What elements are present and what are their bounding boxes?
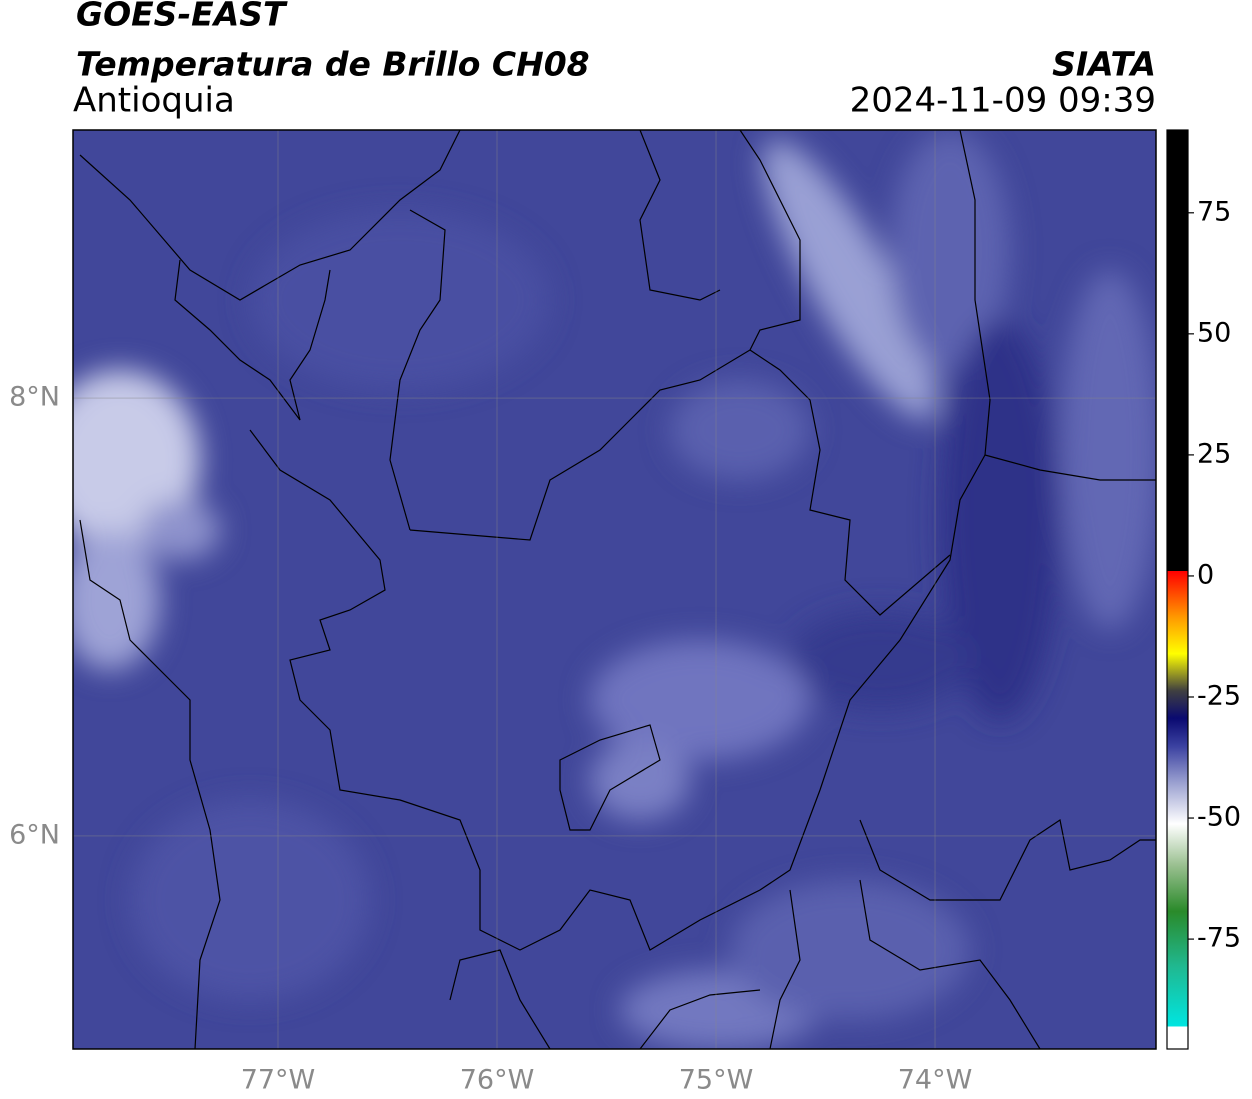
colorbar-label: -25 (1197, 680, 1241, 711)
source: SIATA (1052, 45, 1156, 84)
map-frame (72, 129, 1157, 1050)
colorbar (1166, 129, 1189, 1050)
graticule (73, 130, 1156, 1049)
title: GOES-EAST (76, 0, 288, 34)
region: Antioquia (73, 81, 235, 121)
lon-label: 76°W (460, 1065, 535, 1096)
lon-label: 74°W (898, 1065, 973, 1096)
colorbar-label: 75 (1197, 196, 1231, 227)
product: Temperatura de Brillo CH08 (76, 45, 590, 84)
colorbar-label: 0 (1197, 559, 1214, 590)
timestamp: 2024-11-09 09:39 (850, 81, 1156, 121)
lon-label: 75°W (679, 1065, 754, 1096)
lat-label: 8°N (9, 382, 60, 413)
colorbar-label: 50 (1197, 317, 1231, 348)
lat-label: 6°N (9, 819, 60, 850)
ticks: 77°W 76°W 75°W 74°W 6°N 8°N -75 -50 -25 0 25 50 75 (9, 196, 1241, 1095)
cloud-field (73, 130, 1156, 1049)
lon-label: 77°W (241, 1065, 316, 1096)
colorbar-label: -75 (1197, 923, 1241, 954)
map (73, 130, 1156, 1049)
colorbar-label: 25 (1197, 438, 1231, 469)
boundaries (79, 130, 1156, 1049)
colorbar-label: -50 (1197, 802, 1241, 833)
